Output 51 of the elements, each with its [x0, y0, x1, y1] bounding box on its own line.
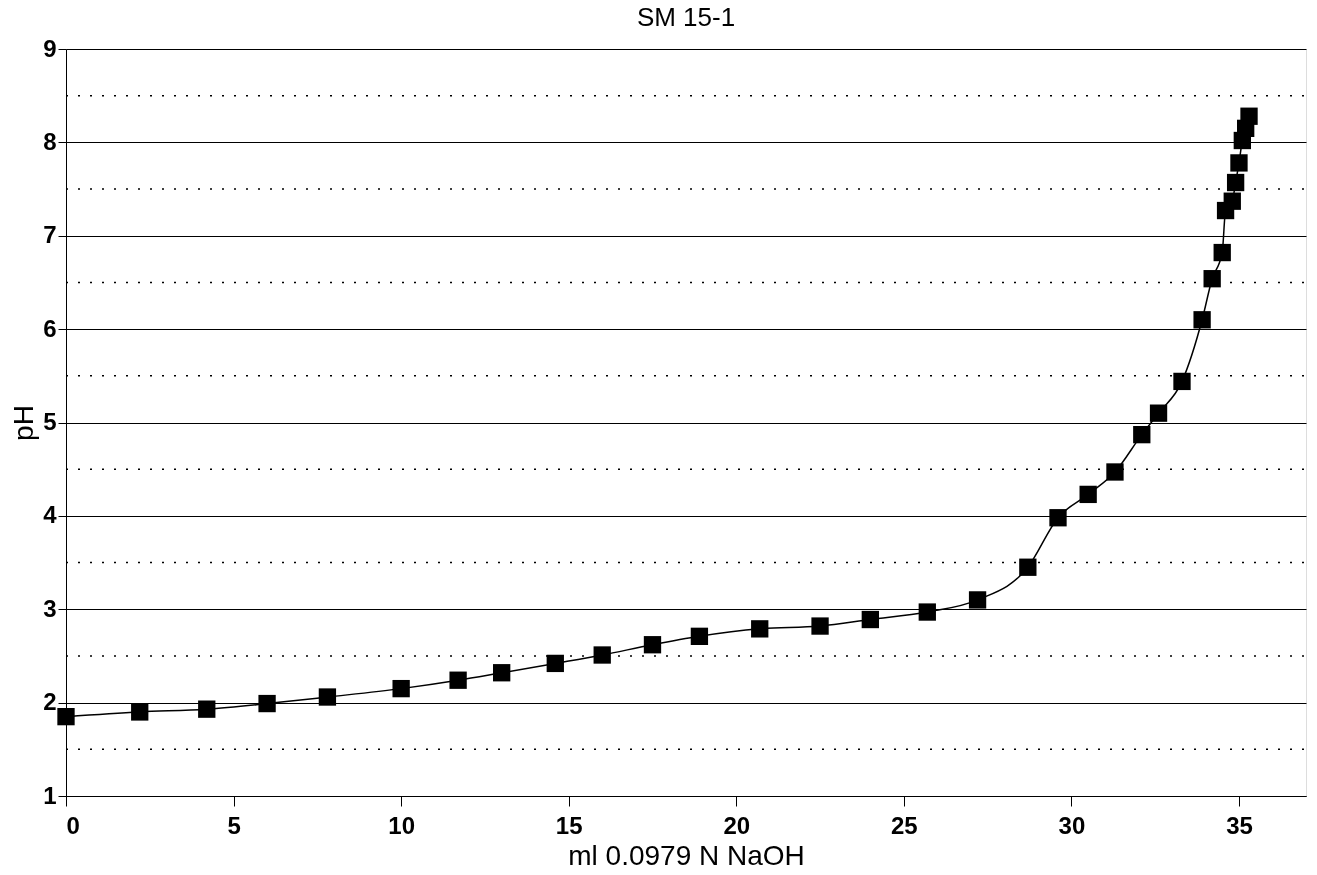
y-tick-label: 2: [43, 688, 57, 716]
x-axis-title: ml 0.0979 N NaOH: [568, 839, 805, 871]
y-tick-label: 4: [43, 501, 58, 529]
point: [1226, 173, 1245, 192]
point: [1049, 509, 1067, 527]
y-tick-label: 8: [43, 127, 57, 155]
x-tick-label: 15: [555, 811, 583, 839]
point: [1149, 404, 1168, 422]
point: [690, 627, 709, 645]
point: [258, 694, 276, 713]
point: [1223, 192, 1241, 210]
y-tick-label: 3: [43, 594, 57, 622]
point: [918, 603, 936, 621]
point: [198, 700, 216, 718]
y-tick-label: 9: [43, 34, 57, 62]
y-tick-label: 6: [43, 314, 57, 342]
point: [1019, 558, 1037, 576]
point: [593, 646, 611, 664]
y-tick-label: 5: [43, 408, 57, 435]
point: [811, 617, 829, 635]
x-tick-label: 0: [66, 811, 80, 839]
point: [57, 707, 75, 726]
point: [643, 636, 662, 654]
point: [1106, 463, 1124, 481]
y-tick-label: 1: [43, 781, 57, 809]
point: [449, 671, 467, 689]
point: [1079, 485, 1097, 504]
point: [1203, 270, 1221, 288]
point: [392, 679, 410, 698]
point: [318, 688, 337, 706]
chart-title: SM 15-1: [636, 2, 736, 32]
point: [1213, 243, 1231, 262]
point: [1193, 311, 1211, 329]
point: [493, 664, 511, 682]
point: [131, 703, 149, 721]
x-tick-label: 20: [723, 811, 751, 839]
x-tick-label: 35: [1226, 811, 1253, 839]
point: [1173, 372, 1191, 391]
point: [1133, 425, 1151, 444]
x-tick-label: 25: [890, 811, 918, 839]
point: [1230, 154, 1248, 172]
point: [861, 610, 879, 629]
x-tick-label: 5: [227, 811, 241, 839]
x-tick-label: 10: [388, 811, 415, 839]
y-axis-title: pH: [8, 405, 40, 441]
point: [546, 654, 564, 673]
x-tick-label: 30: [1058, 811, 1086, 839]
point: [1240, 107, 1258, 125]
y-tick-label: 7: [43, 221, 57, 249]
point: [751, 620, 769, 638]
point: [968, 591, 987, 609]
